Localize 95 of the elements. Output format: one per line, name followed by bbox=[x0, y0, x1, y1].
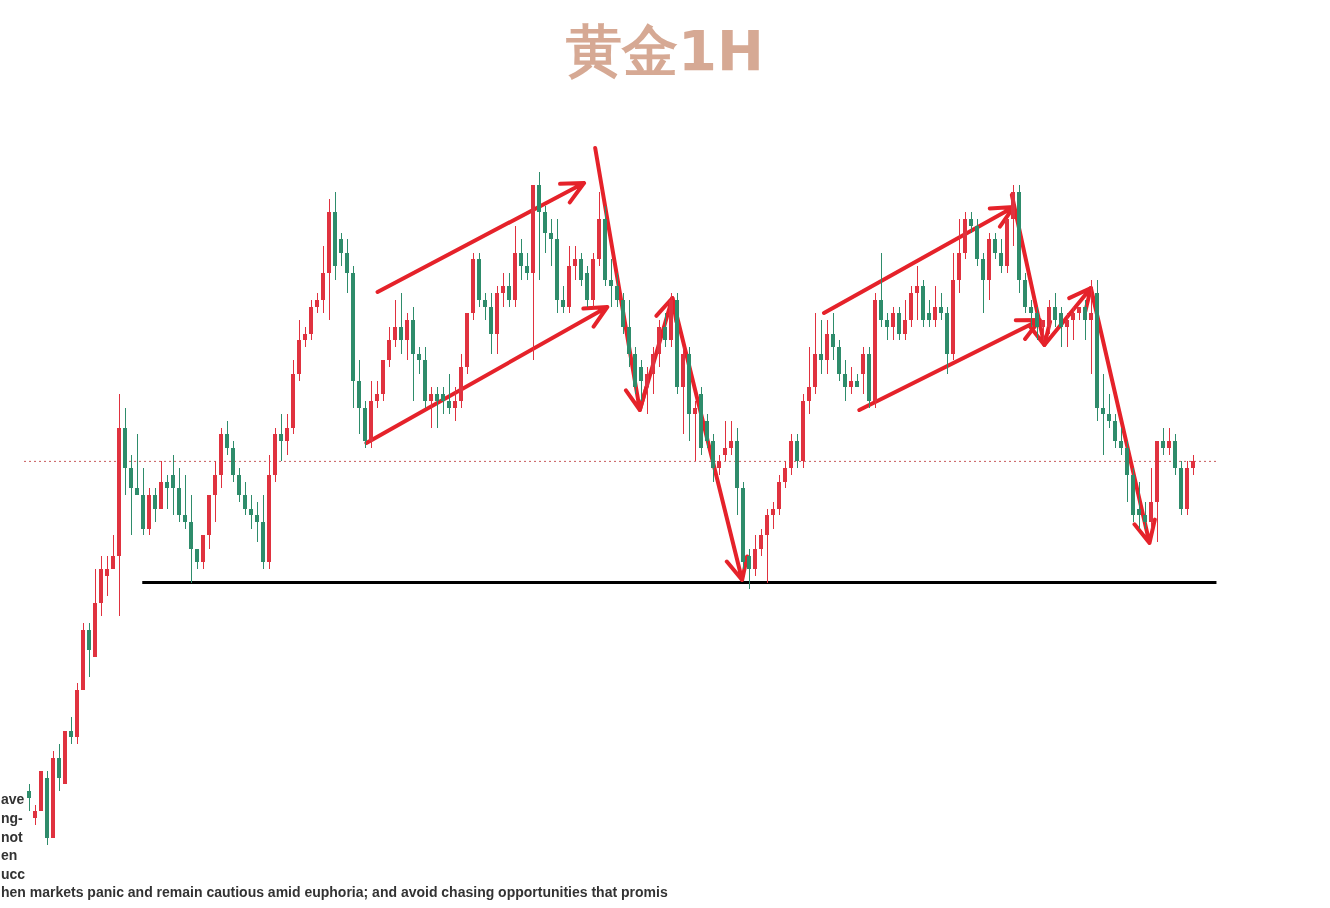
candlestick bbox=[33, 804, 37, 826]
candlestick bbox=[783, 460, 787, 489]
candlestick bbox=[843, 359, 847, 402]
text: ave bbox=[1, 791, 25, 807]
candlestick bbox=[573, 245, 577, 281]
candlestick bbox=[1065, 312, 1069, 348]
candlestick bbox=[105, 555, 109, 597]
candlestick bbox=[579, 252, 583, 287]
candlestick bbox=[729, 420, 733, 456]
candlestick bbox=[891, 306, 895, 341]
candlestick bbox=[933, 285, 937, 328]
text: not bbox=[1, 828, 24, 845]
candlestick bbox=[375, 380, 379, 409]
candlestick bbox=[927, 299, 931, 328]
candlestick bbox=[1161, 427, 1165, 456]
candlestick bbox=[645, 366, 649, 415]
candlestick bbox=[1119, 427, 1123, 456]
candlestick bbox=[831, 312, 835, 361]
candlestick bbox=[897, 306, 901, 341]
candlestick bbox=[1167, 427, 1171, 456]
candlestick bbox=[393, 299, 397, 348]
text: hen markets panic and remain cautious amid euphoria; and avoid chasing opportunities that promis bbox=[1, 884, 668, 900]
candlestick bbox=[237, 467, 241, 503]
candlestick bbox=[453, 386, 457, 422]
candlestick bbox=[885, 312, 889, 341]
candlestick bbox=[561, 285, 565, 314]
candlestick bbox=[1071, 306, 1075, 341]
candlestick bbox=[525, 252, 529, 281]
chart-title: 黄金1H bbox=[566, 18, 764, 83]
candlestick bbox=[405, 312, 409, 361]
candlestick bbox=[1047, 299, 1051, 335]
candlestick bbox=[1107, 393, 1111, 429]
candlestick bbox=[1041, 319, 1045, 341]
candlestick bbox=[243, 481, 247, 516]
candlestick bbox=[615, 272, 619, 308]
candlestick bbox=[1083, 299, 1087, 341]
candlestick bbox=[153, 487, 157, 523]
candlestick bbox=[387, 326, 391, 368]
candlestick bbox=[1053, 292, 1057, 328]
candlestick bbox=[285, 413, 289, 456]
candlestick bbox=[501, 272, 505, 308]
candlestick bbox=[903, 299, 907, 341]
candlestick bbox=[543, 205, 547, 254]
candlestick bbox=[213, 460, 217, 523]
candlestick bbox=[981, 252, 985, 314]
candlestick bbox=[723, 420, 727, 462]
candlestick bbox=[1143, 501, 1147, 530]
candlestick bbox=[315, 292, 319, 314]
candlestick bbox=[27, 783, 31, 812]
candlestick bbox=[765, 508, 769, 584]
candlestick bbox=[753, 534, 757, 577]
candlestick bbox=[705, 413, 709, 449]
candlestick bbox=[345, 238, 349, 294]
candlestick bbox=[135, 433, 139, 496]
candlestick bbox=[993, 232, 997, 260]
candlestick bbox=[429, 386, 433, 429]
candlestick bbox=[183, 474, 187, 530]
candlestick bbox=[663, 312, 667, 348]
candlestick bbox=[879, 252, 883, 328]
candlestick bbox=[1059, 306, 1063, 348]
candlestick bbox=[717, 454, 721, 476]
text: ng- bbox=[1, 809, 24, 826]
candlestick bbox=[999, 238, 1003, 274]
candlestick bbox=[507, 272, 511, 308]
candlestick bbox=[651, 346, 655, 395]
candlestick bbox=[129, 454, 133, 536]
candlestick bbox=[441, 386, 445, 415]
candlestick bbox=[111, 534, 115, 570]
candlestick bbox=[747, 548, 751, 590]
candlestick bbox=[225, 420, 229, 456]
candlestick bbox=[1113, 413, 1117, 449]
candlestick bbox=[279, 413, 283, 462]
candlestick bbox=[759, 528, 763, 557]
text: en bbox=[1, 847, 18, 864]
candlestick bbox=[171, 454, 175, 516]
candlestick bbox=[1089, 279, 1093, 375]
candlestick bbox=[795, 433, 799, 469]
candlestick bbox=[1191, 454, 1195, 476]
candlestick bbox=[435, 386, 439, 429]
candlestick bbox=[87, 622, 91, 678]
candlestick bbox=[1035, 306, 1039, 341]
candlestick bbox=[861, 346, 865, 395]
candlestick bbox=[255, 501, 259, 543]
candlestick bbox=[519, 238, 523, 281]
candlestick bbox=[639, 359, 643, 402]
candlestick bbox=[57, 743, 61, 792]
candlestick bbox=[399, 292, 403, 355]
candlestick bbox=[807, 346, 811, 415]
candlestick bbox=[483, 292, 487, 321]
candlestick bbox=[969, 211, 973, 234]
candlestick bbox=[915, 265, 919, 321]
candlestick bbox=[447, 373, 451, 415]
text: ucc bbox=[1, 866, 26, 883]
candlestick bbox=[1149, 467, 1153, 530]
candlestick bbox=[339, 232, 343, 267]
